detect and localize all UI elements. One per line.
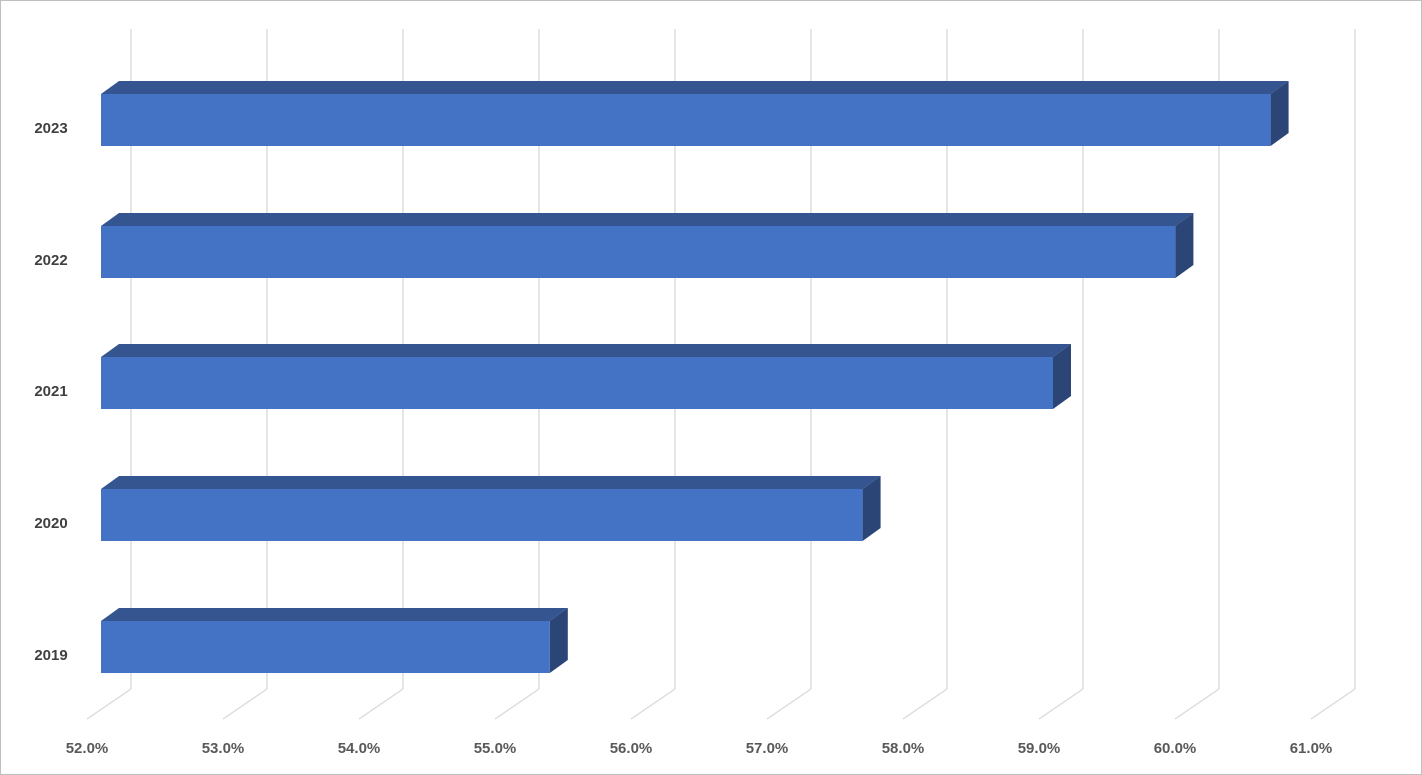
bar-side-face <box>862 476 881 541</box>
x-tick-label: 59.0% <box>1018 740 1061 757</box>
bar-front-face <box>101 94 1271 146</box>
bar-front-face <box>101 489 863 541</box>
x-tick-label: 56.0% <box>610 740 653 757</box>
bar-side-face <box>1270 81 1289 146</box>
floor-gridline <box>222 688 268 720</box>
x-tick-label: 60.0% <box>1154 740 1197 757</box>
bar-top-face <box>101 608 568 621</box>
bar-front-face <box>101 357 1053 409</box>
bar-2021 <box>101 344 1071 409</box>
floor-gridline <box>358 688 404 720</box>
bar-2020 <box>101 476 881 541</box>
bar-side-face <box>549 608 568 673</box>
bar-front-face <box>101 226 1176 278</box>
bar-top-face <box>101 213 1194 226</box>
y-category-label: 2022 <box>34 252 67 269</box>
y-category-label: 2019 <box>34 647 67 664</box>
y-axis-categories: 2019 2020 2021 2022 2023 <box>34 120 67 664</box>
x-tick-label: 57.0% <box>746 740 789 757</box>
bar-side-face <box>1175 213 1194 278</box>
y-category-label: 2023 <box>34 120 67 137</box>
floor-gridline <box>630 688 676 720</box>
bar-2019 <box>101 608 568 673</box>
x-axis-ticks: 52.0% 53.0% 54.0% 55.0% 56.0% 57.0% 58.0% 59.0%… <box>66 740 1333 757</box>
y-category-label: 2020 <box>34 515 67 532</box>
floor-gridline <box>86 688 132 720</box>
bar-top-face <box>101 476 881 489</box>
bar-2022 <box>101 213 1194 278</box>
x-tick-label: 54.0% <box>338 740 381 757</box>
x-tick-label: 52.0% <box>66 740 109 757</box>
floor-gridline <box>902 688 948 720</box>
floor-gridline <box>1038 688 1084 720</box>
x-tick-label: 55.0% <box>474 740 517 757</box>
bars <box>101 81 1289 673</box>
floor-gridline <box>1174 688 1220 720</box>
y-category-label: 2021 <box>34 383 67 400</box>
bar-top-face <box>101 81 1289 94</box>
bar-top-face <box>101 344 1071 357</box>
bar-front-face <box>101 621 550 673</box>
x-tick-label: 58.0% <box>882 740 925 757</box>
bar-2023 <box>101 81 1289 146</box>
floor-gridline <box>766 688 812 720</box>
x-tick-label: 61.0% <box>1290 740 1333 757</box>
floor-gridline <box>494 688 540 720</box>
x-tick-label: 53.0% <box>202 740 245 757</box>
bar-side-face <box>1053 344 1071 409</box>
floor-gridline <box>1310 688 1356 720</box>
